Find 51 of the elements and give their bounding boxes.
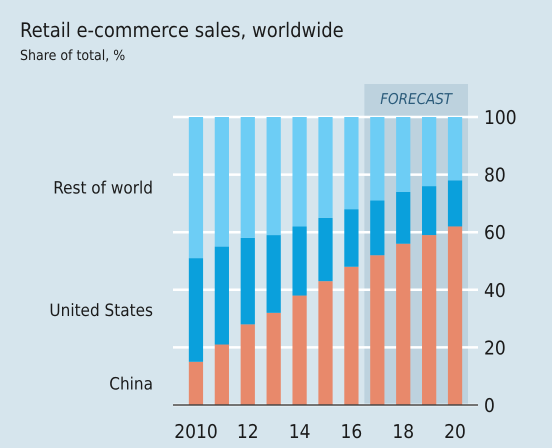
bar	[214, 246, 229, 345]
bar	[422, 235, 436, 405]
bar	[292, 117, 307, 226]
y-tick-label: 20	[484, 337, 506, 360]
chart-subtitle: Share of total, %	[20, 48, 126, 64]
x-tick-label: 20	[444, 421, 466, 443]
y-tick-label: 40	[484, 280, 506, 302]
y-tick-label: 80	[484, 164, 506, 187]
x-tick-label: 12	[236, 421, 259, 443]
bar	[318, 218, 333, 282]
y-tick-label: 100	[484, 107, 517, 129]
y-tick-label: 60	[484, 222, 506, 244]
bar	[188, 117, 204, 258]
text: China	[109, 374, 153, 394]
bar	[448, 117, 462, 180]
x-tick-label: 14	[288, 421, 310, 443]
bar	[370, 200, 384, 256]
bar	[292, 226, 307, 296]
bar	[396, 117, 410, 192]
bar	[240, 324, 255, 405]
bar	[292, 296, 307, 405]
bar	[370, 255, 384, 405]
bar	[214, 344, 229, 405]
bar	[214, 117, 229, 247]
bar	[266, 117, 281, 236]
bar	[344, 117, 359, 210]
x-tick-label: 2010	[174, 421, 218, 443]
bar	[448, 226, 462, 405]
bar	[396, 244, 410, 405]
bar	[240, 238, 255, 324]
bar	[318, 117, 333, 218]
bar	[188, 258, 204, 362]
band-label: FORECAST	[380, 90, 454, 108]
bar	[240, 117, 255, 238]
y-tick-label: 0	[484, 395, 495, 417]
bar	[344, 266, 359, 405]
bar	[422, 117, 436, 186]
bar	[344, 209, 359, 267]
chart-title: Retail e-commerce sales, worldwide	[20, 18, 344, 42]
x-tick-label: 18	[392, 421, 414, 443]
bar	[188, 362, 204, 405]
x-tick-label: 16	[340, 421, 362, 443]
bar	[266, 312, 281, 405]
bar	[370, 117, 384, 201]
text: Rest of world	[53, 178, 153, 199]
bar	[396, 192, 410, 244]
bar	[318, 281, 333, 405]
bar	[448, 180, 462, 226]
bar	[266, 235, 281, 313]
text: United States	[49, 300, 154, 321]
bar	[422, 186, 436, 236]
